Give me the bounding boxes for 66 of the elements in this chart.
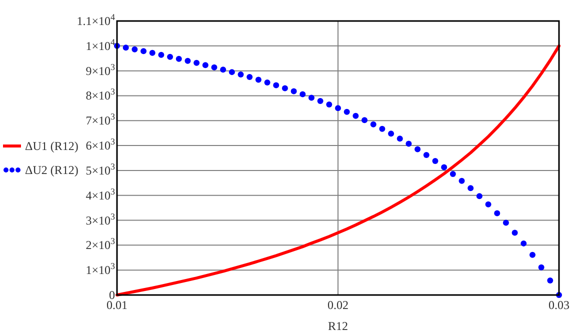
- y-tick-label: 8×10$^{3}$: [86, 86, 116, 103]
- point: [512, 230, 518, 236]
- point: [202, 62, 208, 68]
- y-tick-label: 6×10$^{3}$: [86, 136, 116, 153]
- point: [176, 56, 182, 62]
- point: [326, 101, 332, 108]
- point: [238, 72, 244, 78]
- point: [414, 146, 421, 152]
- point: [370, 121, 376, 128]
- point: [220, 66, 226, 73]
- point: [184, 58, 191, 64]
- y-tick-label: 5×10$^{3}$: [86, 161, 116, 178]
- x-tick-label: 0.02: [328, 298, 348, 312]
- point: [335, 105, 341, 112]
- line-series: [116, 44, 560, 296]
- y-tick-label: 9×10$^{3}$: [86, 62, 116, 78]
- point: [432, 158, 438, 164]
- point: [300, 91, 306, 98]
- point: [273, 82, 280, 88]
- point: [255, 76, 262, 83]
- point: [396, 136, 403, 142]
- point: [344, 108, 350, 115]
- x-axis-title: R12: [328, 319, 348, 333]
- y-tick-label: 2×10$^{3}$: [86, 236, 116, 252]
- point: [149, 50, 156, 56]
- y-tick-label: 4×10$^{3}$: [86, 186, 116, 202]
- point: [228, 69, 235, 76]
- point: [547, 278, 554, 284]
- point: [211, 64, 218, 70]
- point: [538, 264, 544, 270]
- point: [352, 112, 359, 119]
- point: [406, 140, 412, 147]
- point: [290, 88, 297, 94]
- point: [450, 170, 456, 177]
- y-tick-label: 3×10$^{3}$: [86, 211, 116, 228]
- point: [476, 193, 482, 200]
- point: [122, 44, 129, 51]
- y-tick-label: 7×10$^{3}$: [86, 112, 116, 128]
- point: [158, 52, 164, 58]
- point: [388, 130, 394, 137]
- point: [282, 85, 288, 92]
- point: [441, 164, 448, 170]
- point: [494, 210, 500, 216]
- point: [458, 178, 465, 184]
- point: [132, 46, 138, 52]
- point: [468, 185, 474, 192]
- point: [246, 74, 253, 80]
- legend-label: ΔU2 (R12): [25, 163, 78, 177]
- y-tick-label: 1×10$^{4}$: [86, 36, 116, 53]
- legend-label: ΔU1 (R12): [25, 139, 78, 153]
- point: [362, 117, 368, 124]
- point: [317, 98, 324, 104]
- point: [167, 54, 174, 60]
- point: [379, 126, 386, 132]
- point: [502, 220, 509, 226]
- point: [308, 94, 314, 101]
- point: [529, 252, 536, 258]
- point: [264, 80, 270, 86]
- y-tick-label: 1×10$^{3}$: [86, 261, 116, 278]
- point: [140, 48, 147, 54]
- x-tick-label: 0.03: [548, 298, 570, 312]
- point: [423, 152, 430, 158]
- y-tick-label: 1.1×10$^{4}$: [76, 12, 116, 28]
- point: [485, 201, 492, 208]
- point: [194, 60, 200, 66]
- point: [520, 240, 527, 246]
